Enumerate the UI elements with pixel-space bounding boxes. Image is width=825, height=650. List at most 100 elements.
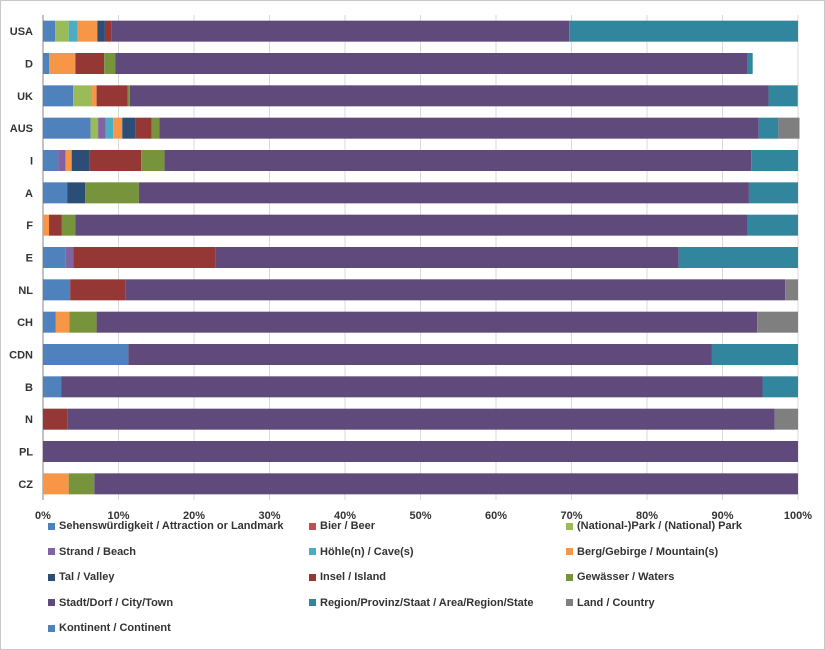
bar-segment-i-0 <box>43 150 59 171</box>
legend-label: Region/Provinz/Staat / Area/Region/State <box>320 596 534 609</box>
bar-segment-f-5 <box>43 214 50 236</box>
bar-segment-i-10 <box>751 150 798 171</box>
bar-segment-b-0 <box>43 376 62 398</box>
bar-segment-e-3 <box>65 247 74 268</box>
x-tick-label: 10% <box>107 510 129 521</box>
y-tick-label: A <box>25 188 33 200</box>
legend-item: Insel / Island <box>309 571 386 583</box>
x-tick-label: 30% <box>258 510 280 521</box>
bar-segment-a-10 <box>748 182 798 204</box>
bar-segment-ch-8 <box>69 311 97 333</box>
bar-segment-uk-5 <box>92 85 97 107</box>
y-tick-label: UK <box>17 91 33 103</box>
bar-segment-uk-8 <box>127 85 130 107</box>
bar-segment-d-10 <box>747 53 753 74</box>
y-tick-label: E <box>26 253 33 265</box>
bar-segment-nl-0 <box>43 279 71 301</box>
bar-segment-a-8 <box>85 182 139 204</box>
y-tick-label: USA <box>10 26 33 38</box>
bar-segment-i-9 <box>164 150 752 171</box>
legend-label: Tal / Valley <box>59 571 115 583</box>
bar-segment-uk-10 <box>768 85 798 107</box>
legend-swatch <box>566 548 573 555</box>
legend-label: Stadt/Dorf / City/Town <box>59 596 174 609</box>
bar-segment-uk-0 <box>43 85 74 107</box>
legend-swatch <box>48 624 55 632</box>
bar-segment-d-5 <box>49 53 76 74</box>
legend-item: Bier / Beer <box>309 520 375 532</box>
bar-segment-uk-2 <box>73 85 93 107</box>
legend-swatch <box>566 522 573 530</box>
bar-segment-i-7 <box>89 150 142 171</box>
x-tick-label: 90% <box>711 510 733 521</box>
legend-swatch <box>48 573 55 581</box>
legend-swatch <box>309 522 316 530</box>
legend-label: Land / Country <box>577 596 655 609</box>
y-tick-label: D <box>25 59 33 71</box>
bar-segment-n-7 <box>43 408 68 430</box>
bar-segment-e-0 <box>43 247 66 268</box>
bar-segment-cdn-10 <box>711 344 798 365</box>
bar-segment-aus-2 <box>90 117 99 139</box>
legend-swatch <box>48 522 55 530</box>
bar-segment-aus-0 <box>43 117 91 139</box>
legend-label: Bier / Beer <box>320 520 376 532</box>
x-tick-label: 0% <box>35 510 51 521</box>
bar-segment-nl-7 <box>70 279 126 301</box>
bar-segment-a-9 <box>138 182 749 204</box>
legend-label: Gewässer / Waters <box>577 571 675 583</box>
legend-item: Strand / Beach <box>48 546 136 558</box>
legend-swatch <box>566 573 573 581</box>
bar-segment-d-8 <box>104 53 116 74</box>
bar-segment-a-0 <box>43 182 68 204</box>
legend-swatch <box>566 599 573 606</box>
bar-segment-f-9 <box>75 214 748 236</box>
legend-item: Berg/Gebirge / Mountain(s) <box>566 546 718 558</box>
legend-label: Höhle(n) / Cave(s) <box>320 545 414 558</box>
bar-segment-ch-11 <box>757 311 798 333</box>
bar-segment-i-8 <box>141 150 165 171</box>
legend-item: Tal / Valley <box>48 571 114 583</box>
bar-segment-f-10 <box>747 214 798 236</box>
bar-segment-n-11 <box>774 408 798 430</box>
y-tick-label: PL <box>19 447 33 459</box>
legend-item: Gewässer / Waters <box>566 571 674 583</box>
legend-label: Berg/Gebirge / Mountain(s) <box>577 545 719 558</box>
y-tick-label: B <box>25 382 33 394</box>
x-tick-label: 70% <box>560 510 582 521</box>
bar-segment-e-9 <box>215 247 679 268</box>
x-tick-label: 40% <box>334 510 356 521</box>
bar-segment-i-6 <box>71 150 90 171</box>
bar-segment-aus-11 <box>778 117 800 139</box>
bar-segment-b-9 <box>61 376 763 398</box>
bar-segment-aus-6 <box>122 117 136 139</box>
bar-segment-usa-6 <box>97 20 105 42</box>
stacked-bar-chart: USA D UK AUS I A F E NL CH CDN B N PL CZ 0% 10% 20% 30% 40%… <box>9 15 812 521</box>
bar-segment-b-10 <box>762 376 798 398</box>
legend-swatch <box>48 548 55 555</box>
bar-segment-aus-3 <box>98 117 106 139</box>
y-tick-label: CDN <box>9 350 33 362</box>
bar-segment-aus-8 <box>151 117 160 139</box>
x-tick-label: 20% <box>183 510 205 521</box>
y-tick-label: AUS <box>10 123 33 135</box>
legend-swatch <box>309 599 316 606</box>
bar-segment-uk-11 <box>797 85 798 107</box>
y-tick-label: NL <box>18 285 33 297</box>
bar-segment-usa-7 <box>104 20 112 42</box>
legend-label: Insel / Island <box>320 571 387 583</box>
legend-item: Stadt/Dorf / City/Town <box>48 597 173 609</box>
bar-segment-cz-9 <box>94 473 799 495</box>
legend-item: Region/Provinz/Staat / Area/Region/State <box>309 597 534 609</box>
y-tick-label: CH <box>17 317 33 329</box>
bar-segment-a-6 <box>67 182 86 204</box>
legend-swatch <box>309 548 316 555</box>
legend-item: Land / Country <box>566 597 655 609</box>
bar-segment-n-9 <box>67 408 775 430</box>
bar-segment-ch-0 <box>43 311 56 333</box>
legend-label: (National-)Park / (National) Park <box>577 520 743 532</box>
bar-segment-uk-7 <box>96 85 128 107</box>
bar-segment-ch-5 <box>55 311 70 333</box>
y-tick-label: CZ <box>18 479 33 491</box>
